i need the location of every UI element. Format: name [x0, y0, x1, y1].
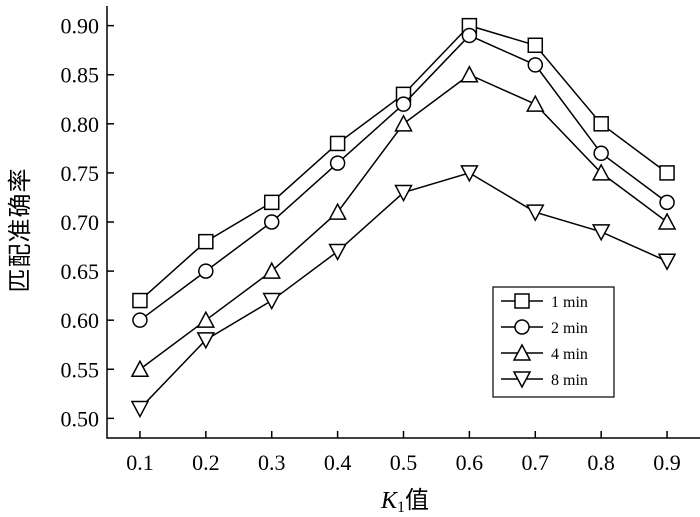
- series-layer: [130, 17, 677, 419]
- legend-item: 4 min: [501, 343, 588, 363]
- data-point: [395, 96, 412, 112]
- data-point: [394, 114, 413, 132]
- x-tick-label: 0.9: [653, 450, 681, 475]
- axis-frame: [106, 6, 700, 439]
- x-tick-label: 0.3: [258, 450, 286, 475]
- data-point: [657, 212, 677, 230]
- data-point: [198, 233, 214, 250]
- legend-marker: [512, 371, 532, 389]
- y-tick-label: 0.50: [61, 406, 100, 431]
- data-point: [527, 57, 544, 73]
- data-point: [329, 135, 346, 152]
- data-point: [132, 292, 148, 309]
- legend-label: 2 min: [551, 320, 588, 337]
- x-tick-label: 0.7: [522, 450, 550, 475]
- data-point: [659, 194, 675, 211]
- data-point: [328, 202, 347, 220]
- data-point: [262, 261, 281, 279]
- data-point: [130, 400, 150, 419]
- legend-marker: [514, 319, 530, 335]
- x-tick-label: 0.6: [456, 450, 484, 475]
- data-point: [263, 194, 280, 211]
- legend-item: 1 min: [501, 293, 588, 311]
- data-point: [394, 184, 413, 203]
- legend-label: 8 min: [551, 372, 588, 389]
- data-point: [591, 163, 611, 181]
- data-point: [132, 312, 148, 328]
- y-axis: 0.50 0.55 0.60 0.65 0.70 0.75 0.80 0.85 0.90: [61, 14, 114, 431]
- legend: 1 min 2 min 4 min 8 min: [492, 286, 615, 398]
- series-2: [132, 27, 675, 328]
- x-axis-title-var: K: [380, 488, 399, 514]
- data-point: [593, 116, 609, 132]
- x-axis: 0.1 0.2 0.3 0.4 0.5 0.6 0.7 0.8 0.9: [126, 431, 681, 475]
- legend-label: 4 min: [551, 346, 588, 363]
- data-point: [659, 165, 675, 181]
- data-point: [198, 263, 214, 279]
- data-point: [657, 253, 677, 271]
- plot-frame: [106, 6, 700, 439]
- y-tick-label: 0.90: [61, 14, 100, 39]
- legend-marker: [512, 343, 532, 361]
- data-point: [196, 332, 216, 350]
- y-tick-label: 0.85: [61, 63, 100, 88]
- y-tick-label: 0.70: [61, 210, 100, 235]
- y-tick-label: 0.60: [61, 308, 100, 333]
- x-tick-label: 0.5: [390, 450, 418, 475]
- data-point: [460, 165, 479, 183]
- data-point: [262, 292, 281, 311]
- data-point: [526, 204, 545, 222]
- data-point: [527, 37, 544, 54]
- y-tick-label: 0.75: [61, 161, 100, 186]
- legend-marker: [514, 293, 530, 309]
- x-axis-title-suffix: 值: [405, 486, 429, 514]
- x-tick-label: 0.1: [126, 450, 154, 475]
- x-tick-label: 0.2: [192, 450, 220, 475]
- data-point: [130, 359, 150, 378]
- data-point: [591, 224, 611, 242]
- x-axis-title: K1值: [380, 486, 429, 516]
- data-point: [328, 243, 347, 262]
- x-axis-title-sub: 1: [397, 499, 405, 516]
- legend-item: 2 min: [501, 319, 588, 337]
- data-point: [526, 94, 545, 112]
- series-4: [130, 165, 677, 419]
- y-tick-label: 0.65: [61, 259, 100, 284]
- y-tick-label: 0.55: [61, 357, 100, 382]
- y-axis-title: 匹配准确率: [6, 168, 34, 293]
- data-point: [196, 310, 216, 328]
- series-line: [139, 24, 668, 302]
- data-point: [263, 214, 280, 230]
- data-point: [593, 145, 609, 162]
- data-point: [460, 65, 479, 83]
- series-3: [130, 65, 677, 378]
- x-tick-label: 0.4: [324, 450, 352, 475]
- series-line: [139, 34, 668, 321]
- data-point: [329, 155, 346, 171]
- legend-item: 8 min: [501, 371, 588, 389]
- legend-label: 1 min: [551, 294, 588, 311]
- x-tick-label: 0.8: [587, 450, 615, 475]
- data-point: [461, 27, 478, 44]
- y-tick-label: 0.80: [61, 112, 100, 137]
